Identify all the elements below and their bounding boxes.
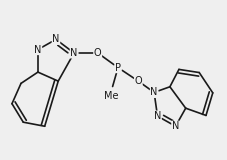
Text: N: N xyxy=(151,87,158,97)
Text: O: O xyxy=(94,48,101,58)
Text: N: N xyxy=(172,121,179,131)
Text: N: N xyxy=(52,34,60,44)
Text: O: O xyxy=(135,76,142,86)
Text: P: P xyxy=(115,63,121,73)
Text: N: N xyxy=(70,48,78,58)
Text: Me: Me xyxy=(104,91,118,101)
Text: N: N xyxy=(34,44,42,55)
Text: N: N xyxy=(154,111,161,121)
